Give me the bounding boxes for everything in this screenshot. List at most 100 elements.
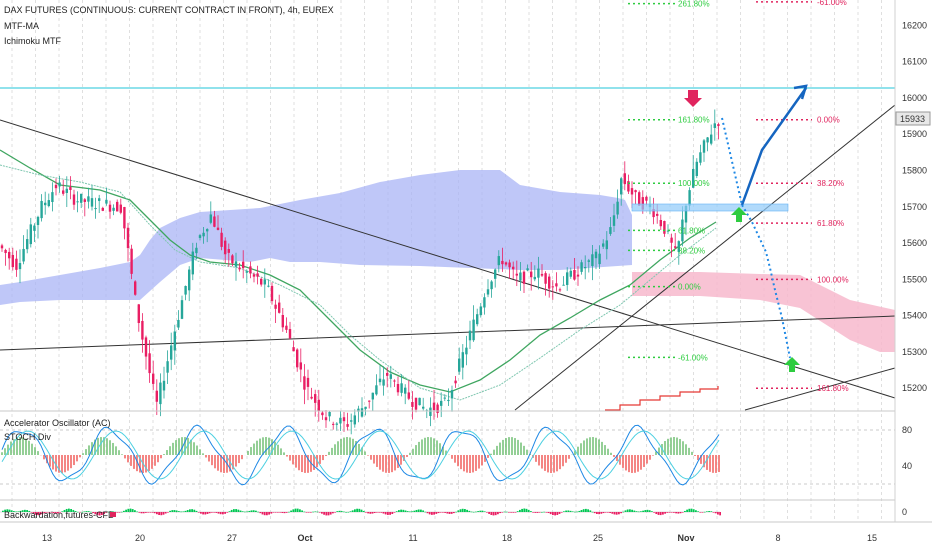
backwardation-bar: [191, 509, 193, 512]
projection-dotted-1: [721, 117, 743, 206]
backwardation-bar: [28, 510, 31, 512]
backwardation-bar: [611, 512, 614, 514]
backwardation-bar: [140, 512, 143, 514]
backwardation-bar: [622, 511, 625, 513]
candle-body: [216, 227, 220, 230]
time-tick-6: 25: [593, 533, 603, 543]
candle-body: [11, 254, 14, 268]
candle-body: [51, 192, 54, 202]
ac-bar: [556, 455, 558, 472]
ac-bar: [472, 455, 474, 473]
candle-body: [98, 198, 101, 201]
backwardation-bar: [90, 511, 92, 513]
candle-body: [364, 406, 367, 409]
candle-body: [44, 202, 47, 206]
backwardation-bar: [679, 512, 682, 514]
backwardation-bar: [193, 509, 196, 512]
backwardation-bar: [26, 510, 28, 512]
candle-body: [411, 402, 414, 407]
backwardation-bar: [17, 511, 20, 513]
candle-body: [580, 262, 583, 272]
backwardation-bar: [391, 512, 394, 514]
backwardation-bar: [127, 508, 130, 512]
backwardation-bar: [367, 512, 369, 514]
ac-bar: [34, 447, 36, 455]
ac-bar: [259, 438, 261, 455]
backwardation-bar: [384, 512, 387, 515]
candle-body: [443, 397, 446, 399]
candle-body: [353, 415, 356, 425]
backwardation-bar: [63, 509, 66, 512]
candle-body: [695, 161, 698, 176]
candle-body: [170, 345, 173, 360]
ac-bar: [250, 447, 252, 455]
candle-body: [155, 390, 158, 402]
fib-red-label-5: 161.80%: [817, 384, 849, 393]
candle-body: [519, 272, 522, 281]
ac-bar: [679, 438, 681, 455]
backwardation-bar: [398, 510, 400, 512]
backwardation-bar: [219, 512, 222, 515]
candle-body: [645, 196, 648, 201]
ac-bar: [421, 439, 423, 455]
ac-bar: [700, 455, 702, 464]
backwardation-bar: [510, 512, 512, 513]
ac-bar: [193, 442, 195, 455]
backwardation-bar: [35, 512, 37, 515]
backwardation-bar: [670, 512, 673, 513]
price-tick-4: 15600: [902, 238, 927, 248]
candle-body: [36, 216, 40, 226]
fib-red-label-1: 0.00%: [817, 116, 840, 125]
indicator-ichimoku: Ichimoku MTF: [4, 36, 62, 46]
backwardation-bar: [129, 508, 132, 512]
candle-body: [299, 362, 302, 370]
backwardation-bar: [558, 512, 561, 514]
ac-bar: [712, 455, 714, 473]
candle-body: [432, 402, 436, 411]
backwardation-bar: [156, 512, 158, 515]
backwardation-bar: [648, 510, 651, 512]
candle-body: [141, 320, 144, 340]
trend-lines: [0, 104, 896, 411]
ac-bar: [49, 455, 51, 467]
backwardation-bar: [283, 512, 286, 514]
fib-green-label-5: 0.00%: [678, 283, 701, 292]
ac-bar: [367, 455, 369, 456]
candle-body: [699, 152, 702, 163]
backwardation-bar: [79, 512, 81, 513]
backwardation-bar: [444, 512, 446, 513]
backwardation-bar: [578, 510, 581, 512]
ac-bar: [286, 455, 288, 457]
time-tick-8: 8: [775, 533, 780, 543]
candle-body: [605, 240, 608, 250]
backwardation-bar: [259, 512, 262, 514]
candle-body: [494, 269, 497, 279]
ac-bar: [82, 453, 84, 455]
backwardation-bar: [327, 512, 330, 516]
backwardation-bar: [72, 509, 75, 512]
ac-bar: [331, 447, 333, 455]
ac-bar: [649, 455, 651, 460]
backwardation-bar: [246, 511, 248, 513]
ac-bar: [454, 455, 456, 463]
ac-bar: [22, 437, 24, 455]
backwardation-bar: [303, 511, 306, 513]
backwardation-bar: [413, 510, 416, 512]
backwardation-bar: [560, 512, 563, 513]
candle-body: [101, 207, 104, 211]
ac-bar: [205, 455, 207, 458]
ichimoku-kijun-red: [605, 386, 719, 411]
ac-bar: [124, 455, 126, 459]
ac-bar: [706, 455, 708, 470]
fib-green-label-1: 161.80%: [678, 116, 710, 125]
backwardation-bar: [281, 512, 284, 513]
price-tick-1: 15300: [902, 347, 927, 357]
backwardation-bar: [422, 510, 424, 512]
ac-bar: [229, 455, 231, 472]
ac-bar: [118, 450, 120, 455]
backwardation-bar: [609, 512, 611, 513]
candle-body: [15, 258, 18, 270]
ac-bar: [583, 440, 585, 455]
backwardation-bar: [65, 508, 68, 512]
candle-body: [526, 268, 529, 271]
